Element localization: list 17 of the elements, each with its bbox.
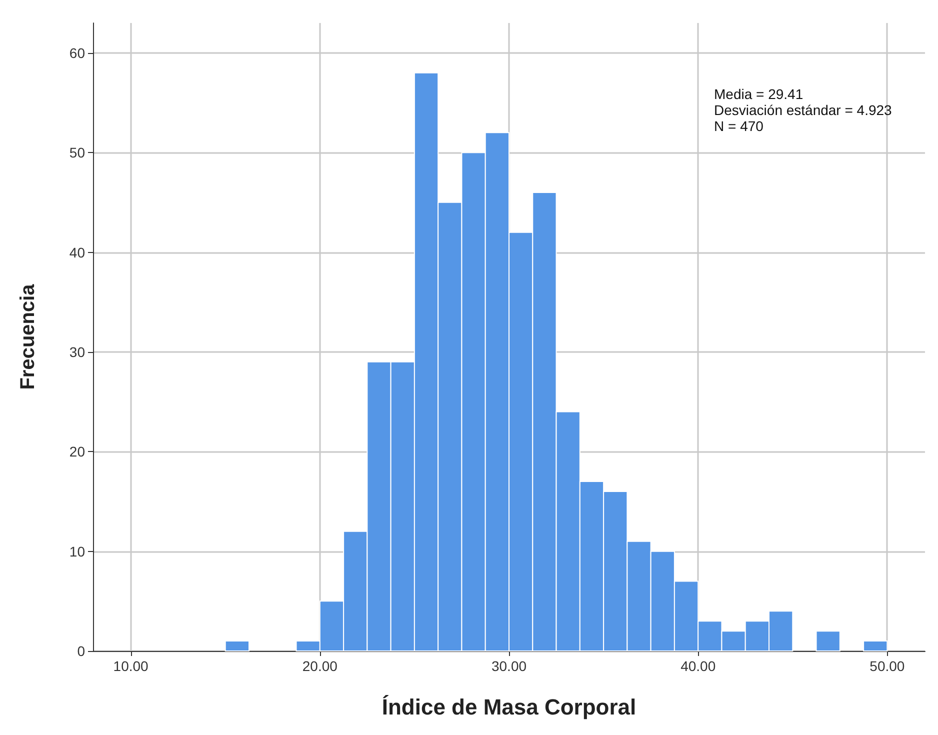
y-tick-label: 60 [69,44,86,61]
y-tick-label: 20 [69,444,86,460]
x-tick-label: 20.00 [302,658,338,674]
x-tick-label: 10.00 [113,658,149,674]
x-tick-label: 50.00 [870,658,905,674]
y-tick-label: 0 [77,643,86,659]
annotation: Media = 29.41 [714,86,804,102]
y-axis-title: Frecuencia [17,283,39,390]
y-tick-label: 10 [69,543,86,560]
y-tick-label: 40 [69,244,86,260]
y-tick-label: 50 [69,144,86,161]
x-axis-title: Índice de Masa Corporal [382,694,636,720]
annotation: N = 470 [714,118,764,134]
annotation: Desviación estándar = 4.923 [714,102,892,118]
x-tick-label: 40.00 [680,658,716,674]
x-tick-label: 30.00 [491,658,527,674]
y-tick-label: 30 [69,344,86,360]
